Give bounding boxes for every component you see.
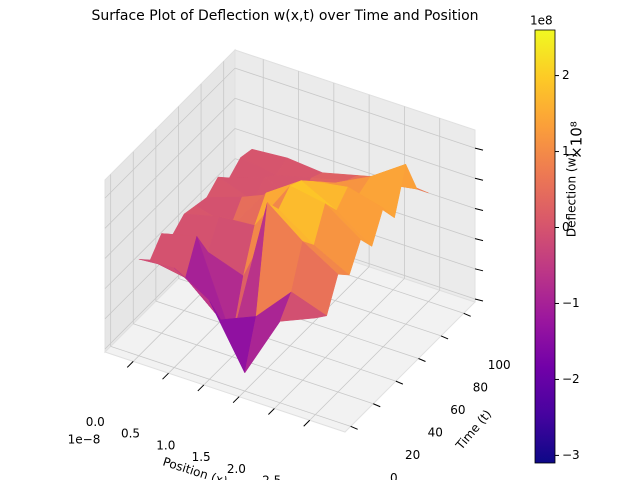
y-tick-label: 40	[428, 426, 443, 440]
colorbar	[534, 29, 556, 464]
grid-line	[234, 67, 476, 149]
colorbar-tick-label: −3	[562, 448, 580, 462]
grid-line	[234, 128, 476, 209]
y-tick	[350, 425, 358, 430]
x-tick-label: 1.5	[192, 450, 211, 464]
y-tick	[395, 380, 404, 385]
colorbar-offset: 1e8	[530, 14, 553, 28]
colorbar-label: Deflection (w)	[565, 153, 579, 237]
colorbar-tick-label: 0	[562, 220, 570, 234]
x-offset: 1e−8	[68, 433, 101, 447]
x-tick-label: 2.5	[262, 474, 281, 480]
z-tick	[474, 147, 484, 151]
grid-line	[104, 97, 236, 229]
y-tick-label: 0	[390, 471, 398, 480]
y-tick	[418, 358, 426, 362]
x-tick	[162, 372, 169, 380]
x-tick-label: 0.5	[121, 427, 140, 441]
grid-line	[133, 323, 374, 405]
x-tick	[197, 384, 205, 392]
x-tick-label: 0.0	[86, 415, 105, 429]
grid-line	[104, 128, 236, 259]
grid-line	[238, 266, 370, 397]
y-tick-label: 80	[473, 380, 488, 394]
grid-line	[155, 300, 396, 382]
x-tick	[232, 396, 240, 404]
grid-line	[104, 67, 236, 199]
colorbar-tick-label: −2	[562, 372, 580, 386]
y-tick	[440, 335, 449, 340]
grid-line	[309, 289, 440, 421]
x-tick	[268, 408, 275, 415]
surface-face	[279, 291, 328, 322]
colorbar-tick-label: 2	[562, 68, 570, 82]
x-tick-label: 1.0	[156, 438, 175, 452]
x-tick	[126, 361, 134, 368]
grid-line	[234, 97, 476, 179]
y-tick-label: 60	[450, 403, 465, 417]
z-tick	[474, 207, 484, 211]
y-tick	[373, 403, 381, 408]
z-tick	[474, 238, 484, 242]
grid-line	[274, 278, 405, 409]
grid-line	[104, 158, 236, 289]
colorbar-tick-label: 1	[562, 144, 570, 158]
grid-line	[110, 345, 351, 427]
colorbar-tick-label: −1	[562, 296, 580, 310]
y-tick-label: 20	[405, 448, 420, 462]
y-tick	[463, 312, 471, 317]
y-tick-label: 100	[488, 358, 511, 372]
x-tick	[303, 419, 311, 427]
z-tick	[474, 177, 484, 181]
z-tick	[474, 298, 484, 302]
x-tick-label: 2.0	[227, 462, 246, 476]
z-offset: ×10⁸	[568, 121, 586, 159]
chart-title: Surface Plot of Deflection w(x,t) over T…	[91, 8, 478, 24]
z-tick	[474, 268, 484, 272]
